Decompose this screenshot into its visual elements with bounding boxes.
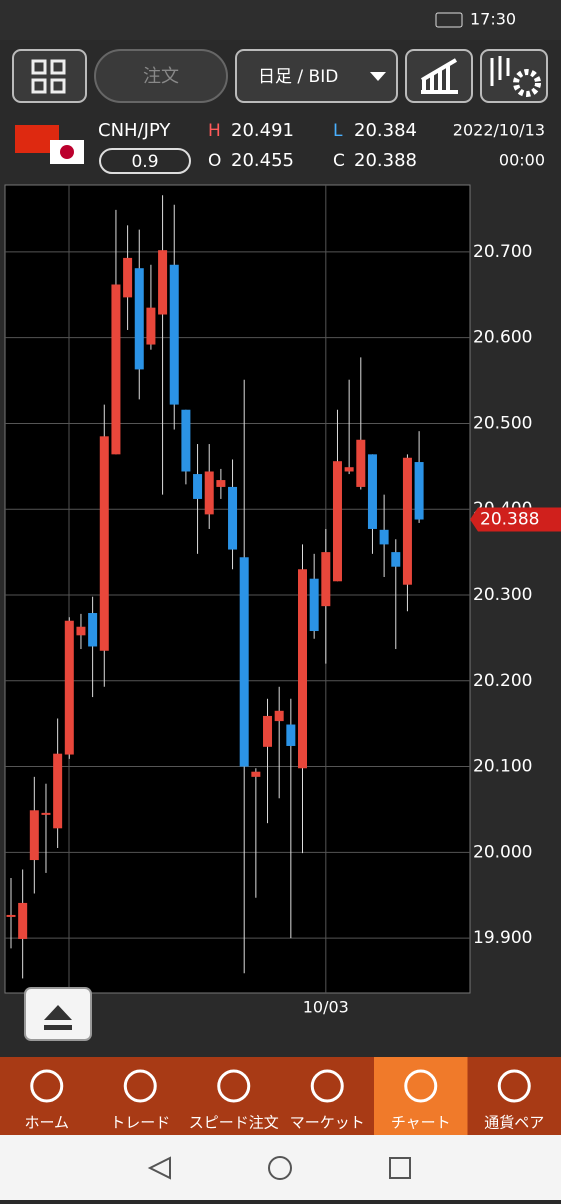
low-value: 20.384: [354, 120, 417, 141]
candle-body: [286, 725, 295, 746]
candle-body: [146, 308, 155, 345]
price-tag-label: 20.388: [480, 510, 539, 530]
nav-label: スピード注文: [189, 1114, 279, 1132]
candle-body: [100, 436, 109, 650]
candle-body: [170, 265, 179, 405]
y-tick-label: 20.000: [473, 842, 532, 862]
close-value: 20.388: [354, 150, 417, 171]
candle-body: [53, 754, 62, 829]
plot-area: [5, 185, 470, 993]
candle-body: [298, 569, 307, 768]
candle-body: [275, 711, 284, 721]
high-value: 20.491: [231, 120, 294, 141]
open-value: 20.455: [231, 150, 294, 171]
candle-body: [263, 716, 272, 747]
quote-time: 00:00: [499, 151, 545, 170]
candle-body: [30, 810, 39, 860]
candle-body: [181, 410, 190, 472]
low-label: L: [333, 121, 343, 141]
y-tick-label: 19.900: [473, 928, 532, 948]
candle-body: [193, 474, 202, 499]
candle-body: [403, 458, 412, 585]
candle-body: [345, 467, 354, 471]
candle-body: [41, 813, 50, 815]
candle-body: [158, 250, 167, 314]
y-tick-label: 20.700: [473, 242, 532, 262]
candle-body: [333, 461, 342, 581]
y-tick-label: 20.600: [473, 328, 532, 348]
candle-body: [135, 268, 144, 369]
candle-body: [228, 487, 237, 550]
candle-body: [7, 915, 16, 917]
candle-body: [216, 480, 225, 487]
spread: 0.9: [131, 152, 158, 172]
candle-body: [356, 440, 365, 487]
candle-body: [123, 258, 132, 297]
y-tick-label: 20.100: [473, 757, 532, 777]
candle-body: [415, 462, 424, 519]
y-tick-label: 20.200: [473, 671, 532, 691]
quote-date: 2022/10/13: [453, 121, 545, 140]
nav-label: チャート: [391, 1114, 451, 1132]
candle-body: [88, 613, 97, 646]
candle-body: [111, 284, 120, 454]
open-label: O: [208, 151, 221, 171]
nav-label: トレード: [110, 1114, 170, 1132]
high-label: H: [208, 121, 221, 141]
candle-body: [76, 627, 85, 636]
order-label: 注文: [143, 66, 179, 87]
system-nav: [0, 1135, 561, 1200]
x-tick-label: 10/03: [303, 998, 349, 1017]
candle-body: [18, 903, 27, 939]
y-tick-label: 20.300: [473, 585, 532, 605]
candle-body: [65, 621, 74, 755]
status-time: 17:30: [470, 10, 516, 29]
nav-label: 通貨ペア: [484, 1114, 544, 1132]
candle-body: [391, 552, 400, 567]
nav-label: ホーム: [24, 1114, 69, 1132]
candle-body: [251, 772, 260, 777]
timeframe-label: 日足 / BID: [258, 67, 338, 87]
flag-jp-sun: [60, 145, 74, 159]
candle-body: [380, 530, 389, 545]
candle-body: [321, 552, 330, 606]
close-label: C: [333, 151, 345, 171]
menu-button[interactable]: [13, 50, 86, 102]
y-tick-label: 20.500: [473, 413, 532, 433]
candle-body: [205, 471, 214, 514]
candle-body: [310, 579, 319, 631]
candle-body: [368, 454, 377, 529]
candle-body: [240, 557, 249, 766]
pair: CNH/JPY: [98, 120, 171, 141]
nav-label: マーケット: [290, 1114, 365, 1132]
